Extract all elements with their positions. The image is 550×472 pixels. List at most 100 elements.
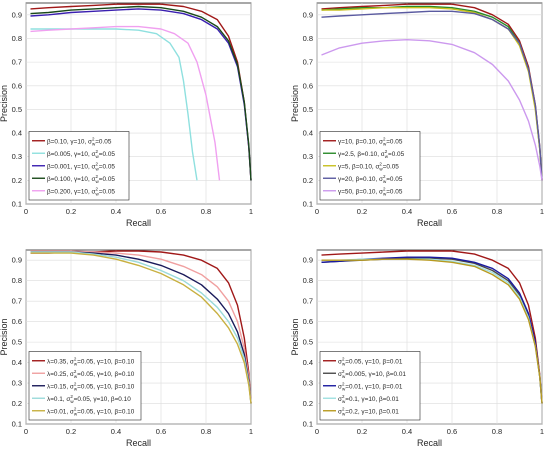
y-tick-label: 0.1 bbox=[303, 200, 313, 209]
legend-entry: σ2 w=0.1, γ=10, β=0.01 bbox=[338, 394, 399, 404]
legend-subscript: w bbox=[342, 399, 346, 404]
legend-subscript: w bbox=[379, 166, 383, 171]
legend-superscript: 2 bbox=[70, 394, 73, 399]
legend-symbol: σ bbox=[92, 188, 96, 195]
legend-superscript: 2 bbox=[74, 356, 77, 361]
series-line-4 bbox=[30, 5, 252, 181]
x-tick-label: 0.6 bbox=[447, 207, 457, 216]
y-tick-label: 0.4 bbox=[12, 129, 22, 138]
y-tick-label: 0.7 bbox=[303, 58, 313, 67]
legend-superscript: 2 bbox=[96, 174, 99, 179]
y-tick-label: 0.4 bbox=[303, 358, 313, 367]
legend-text: =0.05 bbox=[386, 138, 403, 145]
legend-text: =0.05, γ=10, β=0.10 bbox=[77, 408, 135, 415]
legend-superscript: 2 bbox=[342, 381, 345, 386]
legend-symbol: σ bbox=[70, 371, 74, 378]
x-tick-label: 0.8 bbox=[201, 207, 211, 216]
y-tick-label: 0.1 bbox=[12, 200, 22, 209]
y-tick-label: 0.7 bbox=[303, 297, 313, 306]
y-tick-label: 0.3 bbox=[12, 379, 22, 388]
legend-symbol: σ bbox=[88, 138, 92, 145]
x-tick-label: 0.6 bbox=[156, 427, 166, 436]
series-line-4 bbox=[30, 251, 252, 404]
y-axis-label: Precision bbox=[290, 318, 300, 355]
legend-subscript: w bbox=[74, 374, 78, 379]
series-line-5 bbox=[321, 39, 543, 181]
legend-entry: γ=50, β=0.10, σ2 w=0.05 bbox=[338, 186, 403, 196]
legend-symbol: σ bbox=[338, 358, 342, 365]
y-tick-label: 0.5 bbox=[303, 338, 313, 347]
legend-subscript: w bbox=[385, 154, 389, 159]
legend-symbol: σ bbox=[338, 371, 342, 378]
x-tick-label: 1 bbox=[540, 427, 544, 436]
legend-text: λ=0.25, bbox=[47, 371, 70, 378]
y-axis-label: Precision bbox=[290, 85, 300, 122]
legend-text: β=0.200, γ=10, bbox=[47, 188, 92, 195]
legend-entry: γ=10, β=0.10, σ2 w=0.05 bbox=[338, 136, 403, 146]
legend-symbol: σ bbox=[338, 396, 342, 403]
x-tick-label: 1 bbox=[540, 207, 544, 216]
x-tick-label: 0.2 bbox=[357, 427, 367, 436]
x-axis-label: Recall bbox=[126, 438, 151, 448]
legend-superscript: 2 bbox=[74, 406, 77, 411]
legend-superscript: 2 bbox=[342, 356, 345, 361]
x-axis-label: Recall bbox=[126, 218, 151, 228]
legend-entry: λ=0.25, σ2 w=0.05, γ=10, β=0.10 bbox=[47, 369, 135, 379]
x-tick-label: 1 bbox=[249, 427, 253, 436]
y-tick-label: 0.4 bbox=[303, 129, 313, 138]
y-tick-label: 0.2 bbox=[12, 176, 22, 185]
legend-text: γ=2.5, β=0.10, bbox=[338, 151, 381, 158]
legend-entry: β=0.10, γ=10, σ2 w=0.05 bbox=[47, 136, 112, 146]
legend-text: =0.05 bbox=[99, 163, 116, 170]
legend-text: λ=0.1, bbox=[47, 396, 66, 403]
y-tick-label: 0.1 bbox=[12, 420, 22, 429]
legend-symbol: σ bbox=[70, 358, 74, 365]
legend-subscript: w bbox=[342, 374, 346, 379]
series-line-1 bbox=[321, 250, 543, 404]
legend-text: =0.1, γ=10, β=0.01 bbox=[345, 396, 399, 403]
legend-text: γ=5, β=0.10, bbox=[338, 163, 375, 170]
legend: λ=0.35, σ2 w=0.05, γ=10, β=0.10λ=0.25, σ2… bbox=[28, 351, 142, 421]
legend-subscript: w bbox=[342, 411, 346, 416]
legend-text: =0.01, γ=10, β=0.01 bbox=[345, 383, 403, 390]
legend-subscript: w bbox=[92, 141, 96, 146]
legend-symbol: σ bbox=[92, 163, 96, 170]
legend-superscript: 2 bbox=[383, 136, 386, 141]
legend-subscript: w bbox=[96, 166, 100, 171]
legend-symbol: σ bbox=[70, 408, 74, 415]
legend-text: =0.05, γ=10, β=0.10 bbox=[74, 396, 132, 403]
legend-symbol: σ bbox=[381, 151, 385, 158]
x-tick-label: 0.8 bbox=[492, 427, 502, 436]
chart-panel-3: 0 0.2 0.4 0.6 0.8 1 0.1 0.2 0.3 0.4 0.5 0.6 0.7 0.8 0.… bbox=[0, 249, 253, 448]
legend-symbol: σ bbox=[66, 396, 70, 403]
legend-superscript: 2 bbox=[92, 136, 95, 141]
legend-text: =0.05, γ=10, β=0.10 bbox=[77, 358, 135, 365]
series-line-3 bbox=[321, 6, 543, 181]
legend-text: =0.05 bbox=[95, 138, 112, 145]
legend-subscript: w bbox=[74, 411, 78, 416]
legend-entry: σ2 w=0.2, γ=10, β=0.01 bbox=[338, 406, 399, 416]
legend-subscript: w bbox=[383, 141, 387, 146]
legend-symbol: σ bbox=[379, 138, 383, 145]
legend-text: =0.05 bbox=[99, 151, 116, 158]
legend-subscript: w bbox=[96, 179, 100, 184]
y-tick-label: 0.9 bbox=[12, 10, 22, 19]
legend-subscript: w bbox=[342, 361, 346, 366]
x-tick-label: 0.6 bbox=[156, 207, 166, 216]
y-tick-label: 0.9 bbox=[303, 256, 313, 265]
legend-superscript: 2 bbox=[383, 186, 386, 191]
legend-subscript: w bbox=[383, 191, 387, 196]
legend-symbol: σ bbox=[338, 408, 342, 415]
legend-superscript: 2 bbox=[342, 394, 345, 399]
legend-symbol: σ bbox=[338, 383, 342, 390]
legend-superscript: 2 bbox=[379, 161, 382, 166]
legend-entry: γ=2.5, β=0.10, σ2 w=0.05 bbox=[338, 149, 405, 159]
y-tick-label: 0.8 bbox=[303, 34, 313, 43]
legend-text: β=0.005, γ=10, bbox=[47, 151, 92, 158]
y-tick-label: 0.6 bbox=[303, 81, 313, 90]
legend-entry: σ2 w=0.005, γ=10, β=0.01 bbox=[338, 369, 406, 379]
legend-entry: λ=0.15, σ2 w=0.05, γ=10, β=0.10 bbox=[47, 381, 135, 391]
chart-panel-4: 0 0.2 0.4 0.6 0.8 1 0.1 0.2 0.3 0.4 0.5 0.6 0.7 0.8 0.… bbox=[290, 249, 544, 448]
legend-text: =0.05 bbox=[99, 176, 116, 183]
